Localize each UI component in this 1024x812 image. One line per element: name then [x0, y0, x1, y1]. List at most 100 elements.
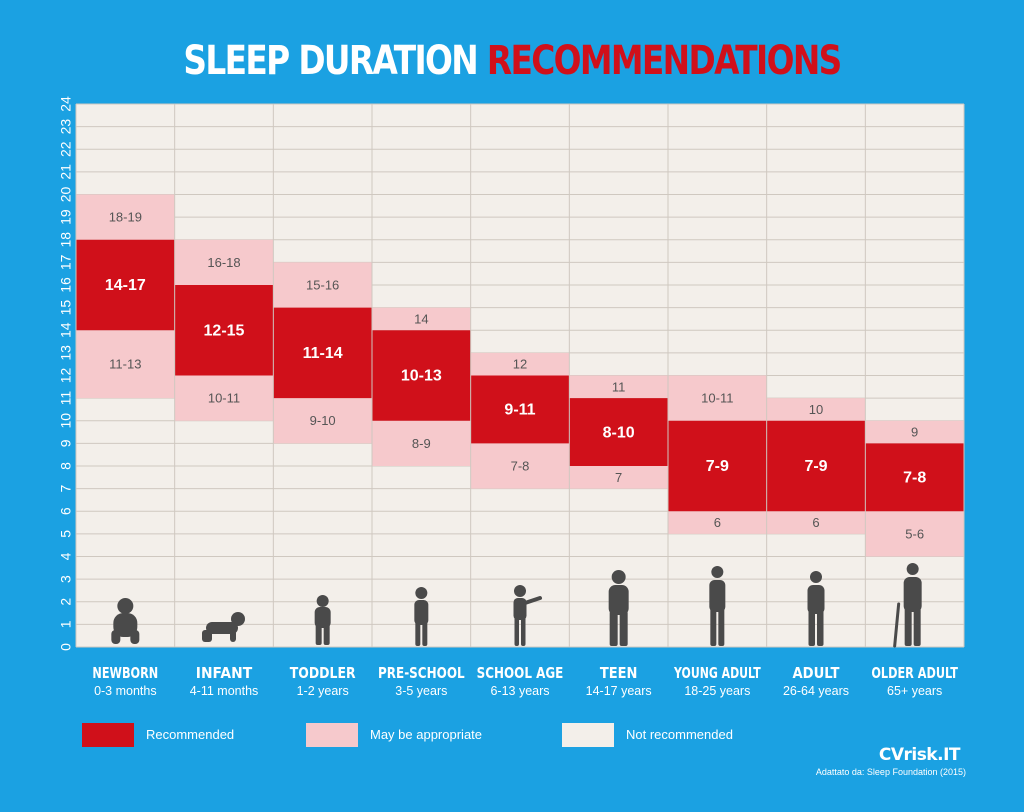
silhouette-arm	[523, 596, 542, 605]
silhouette-torso	[709, 580, 726, 612]
silhouette-leg	[619, 611, 628, 646]
bar-label-upper: 16-18	[207, 255, 240, 270]
bar-upper	[766, 398, 866, 421]
y-tick-label: 17	[58, 254, 74, 270]
y-tick-label: 5	[58, 530, 74, 538]
silhouette-head	[906, 563, 919, 575]
bar-lower	[766, 511, 866, 534]
bar-label-lower: 8-9	[412, 436, 431, 451]
young-adult-silhouette-icon	[709, 566, 726, 646]
legend-item-recommended: Recommended	[82, 723, 302, 747]
bar-upper	[174, 239, 274, 285]
silhouette-leg	[415, 621, 421, 646]
bar-label-upper: 15-16	[306, 277, 339, 292]
category-age-label: 6-13 years	[490, 684, 549, 698]
child-silhouette-icon	[513, 585, 542, 646]
category-label: ADULT	[793, 664, 841, 682]
bar-label-recommended: 11-14	[303, 345, 343, 362]
category-age-label: 65+ years	[887, 684, 942, 698]
bar-lower	[470, 443, 570, 489]
silhouette-leg	[808, 610, 815, 646]
silhouette-torso	[807, 585, 825, 614]
bar-lower	[865, 511, 964, 557]
bar-label-lower: 7-8	[511, 458, 530, 473]
silhouette-head	[611, 570, 626, 584]
bar-lower	[76, 330, 175, 399]
y-tick-label: 13	[58, 345, 74, 361]
silhouette-torso	[414, 600, 429, 625]
baby-silhouette-icon	[111, 598, 140, 644]
bar-upper	[865, 420, 964, 444]
silhouette-leg	[817, 610, 824, 646]
category-age-label: 14-17 years	[586, 684, 652, 698]
category-label: NEWBORN	[92, 664, 158, 682]
bar-label-recommended: 10-13	[401, 368, 442, 385]
older-adult-with-cane-silhouette-icon	[893, 563, 922, 648]
bar-label-upper: 10-11	[701, 391, 733, 406]
silhouette-head	[514, 585, 526, 597]
bar-label-lower: 6	[714, 515, 721, 530]
silhouette-leg	[609, 611, 618, 646]
category-age-label: 1-2 years	[297, 684, 349, 698]
silhouette-torso	[903, 577, 922, 612]
legend-label-may-be-appropriate: May be appropriate	[370, 727, 483, 742]
preschooler-silhouette-icon	[414, 587, 429, 646]
bar-label-upper: 18-19	[109, 210, 142, 225]
bar-label-upper: 10	[809, 402, 823, 417]
bar-label-recommended: 8-10	[603, 424, 635, 441]
y-tick-label: 4	[58, 552, 74, 560]
y-tick-label: 10	[58, 413, 74, 429]
adult-silhouette-icon	[807, 571, 825, 646]
silhouette-cane	[893, 602, 901, 648]
legend-swatch-recommended	[82, 723, 134, 747]
silhouette-leg	[710, 608, 717, 646]
chart-title: SLEEP DURATION RECOMMENDATIONS	[92, 38, 932, 84]
silhouette-leg	[130, 630, 140, 644]
category-age-label: 4-11 months	[190, 684, 259, 698]
y-tick-label: 9	[58, 439, 74, 447]
bar-recommended	[668, 420, 767, 512]
silhouette-leg	[514, 616, 519, 646]
silhouette-leg	[323, 624, 330, 645]
y-tick-label: 23	[58, 119, 74, 135]
bar-upper	[668, 375, 767, 421]
bar-recommended	[174, 285, 274, 376]
silhouette-head	[415, 587, 428, 599]
y-tick-label: 7	[58, 485, 74, 493]
bar-label-recommended: 7-8	[903, 470, 926, 487]
bar-recommended	[273, 307, 372, 399]
bar-upper	[569, 375, 668, 399]
y-tick-label: 2	[58, 598, 74, 606]
bar-label-recommended: 7-9	[706, 458, 729, 475]
category-age-label: 18-25 years	[684, 684, 750, 698]
title-part-2: RECOMMENDATIONS	[486, 38, 842, 84]
silhouette-leg	[913, 608, 921, 646]
legend-swatch-not-recommended	[562, 723, 614, 747]
category-label: INFANT	[196, 664, 253, 682]
silhouette-leg	[904, 608, 912, 646]
y-tick-label: 16	[58, 277, 74, 293]
bar-label-recommended: 12-15	[204, 322, 245, 339]
legend-label-not-recommended: Not recommended	[626, 727, 733, 742]
y-tick-label: 11	[58, 391, 74, 406]
bar-label-upper: 14	[414, 311, 428, 326]
silhouette-torso	[113, 613, 138, 637]
legend-item-may-be-appropriate: May be appropriate	[306, 723, 546, 747]
bar-label-lower: 6	[812, 515, 819, 530]
bar-recommended	[76, 239, 175, 331]
bar-recommended	[470, 375, 570, 444]
category-label: TEEN	[600, 664, 638, 682]
silhouette-head	[810, 571, 822, 583]
silhouette-head	[231, 612, 245, 626]
y-tick-label: 20	[58, 187, 74, 203]
category-label: TODDLER	[290, 664, 356, 682]
y-tick-label: 19	[58, 209, 74, 225]
y-tick-label: 3	[58, 575, 74, 583]
legend-swatch-may-be-appropriate	[306, 723, 358, 747]
bar-lower	[273, 398, 372, 444]
silhouette-torso	[314, 607, 331, 628]
silhouette-leg	[230, 630, 236, 642]
legend-item-not-recommended: Not recommended	[562, 723, 802, 747]
teen-silhouette-icon	[608, 570, 629, 646]
